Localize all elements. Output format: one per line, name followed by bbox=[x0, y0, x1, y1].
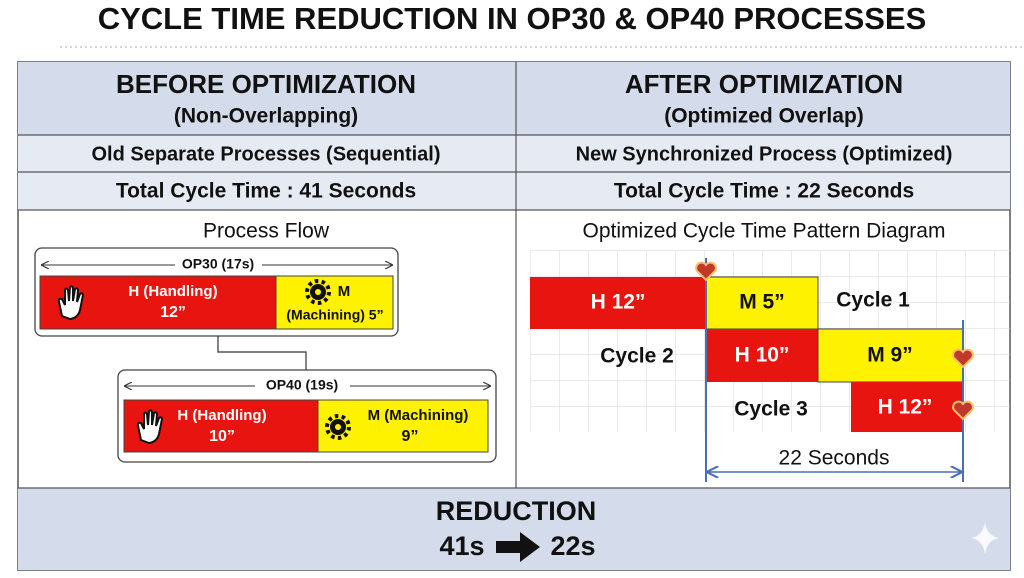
heart bbox=[695, 261, 717, 282]
after-total: Total Cycle Time : 22 Seconds bbox=[614, 180, 914, 203]
reduction-from: 41s bbox=[439, 531, 484, 561]
op40-handling-time: 10” bbox=[209, 428, 235, 445]
block-label: M 9” bbox=[867, 344, 913, 367]
flow-connector bbox=[217, 336, 307, 370]
block-label: H 12” bbox=[591, 291, 646, 314]
hand-icon bbox=[136, 409, 164, 445]
block-label: H 12” bbox=[878, 396, 933, 419]
sparkle-watermark bbox=[971, 522, 999, 554]
op40-machining: M (Machining) bbox=[368, 407, 469, 424]
hand-icon bbox=[57, 285, 85, 321]
diagram-title: Optimized Cycle Time Pattern Diagram bbox=[583, 220, 946, 243]
gantt-machining-block bbox=[705, 276, 819, 330]
reduction-band bbox=[18, 488, 1010, 570]
before-total: Total Cycle Time : 41 Seconds bbox=[116, 180, 416, 203]
gear-icon bbox=[305, 279, 331, 305]
cycle-label: Cycle 1 bbox=[836, 289, 910, 312]
before-description: Old Separate Processes (Sequential) bbox=[91, 143, 440, 165]
flow-title: Process Flow bbox=[203, 220, 330, 243]
block-label: H 10” bbox=[735, 344, 790, 367]
gear-teeth bbox=[305, 279, 331, 305]
gantt-handling-block bbox=[530, 277, 706, 329]
op40-handling: H (Handling) bbox=[177, 407, 266, 424]
hand-shape bbox=[57, 285, 85, 321]
op40-machining-time: 9” bbox=[402, 428, 419, 445]
before-heading: BEFORE OPTIMIZATION bbox=[116, 69, 416, 99]
cycle-label: Cycle 2 bbox=[600, 345, 674, 368]
op30-label: OP30 (17s) bbox=[182, 256, 254, 272]
op30-machining: M bbox=[338, 283, 351, 300]
op40-label: OP40 (19s) bbox=[266, 377, 338, 393]
gear-teeth bbox=[325, 414, 351, 440]
op30-machining-detail: (Machining) 5” bbox=[286, 307, 383, 323]
after-description: New Synchronized Process (Optimized) bbox=[576, 143, 953, 165]
op40-machining-block bbox=[317, 399, 489, 453]
after-heading: AFTER OPTIMIZATION bbox=[625, 69, 903, 99]
heart-markers bbox=[695, 261, 974, 421]
gear-hole bbox=[315, 289, 321, 295]
span-label: 22 Seconds bbox=[779, 447, 890, 470]
gear-hole bbox=[335, 424, 341, 430]
op30-handling-time: 12” bbox=[160, 304, 186, 321]
before-subheading: (Non-Overlapping) bbox=[174, 105, 358, 128]
hand-shape bbox=[136, 409, 164, 445]
gantt-handling-block bbox=[851, 382, 963, 432]
op30-machining-block bbox=[275, 275, 394, 330]
reduction-arrow bbox=[496, 532, 540, 562]
heart bbox=[952, 400, 974, 421]
op30-handling: H (Handling) bbox=[128, 283, 217, 300]
after-subheading: (Optimized Overlap) bbox=[664, 105, 864, 128]
table-lines bbox=[18, 62, 1010, 489]
reduction-label: REDUCTION bbox=[436, 496, 597, 526]
gear-icon bbox=[325, 414, 351, 440]
cycle-label: Cycle 3 bbox=[734, 398, 808, 421]
gantt-machining-block bbox=[817, 328, 964, 383]
block-label: M 5” bbox=[739, 291, 785, 314]
reduction-to: 22s bbox=[550, 531, 595, 561]
page-title: CYCLE TIME REDUCTION IN OP30 & OP40 PROC… bbox=[98, 1, 927, 36]
gantt-handling-block bbox=[706, 329, 818, 382]
heart bbox=[952, 348, 974, 369]
